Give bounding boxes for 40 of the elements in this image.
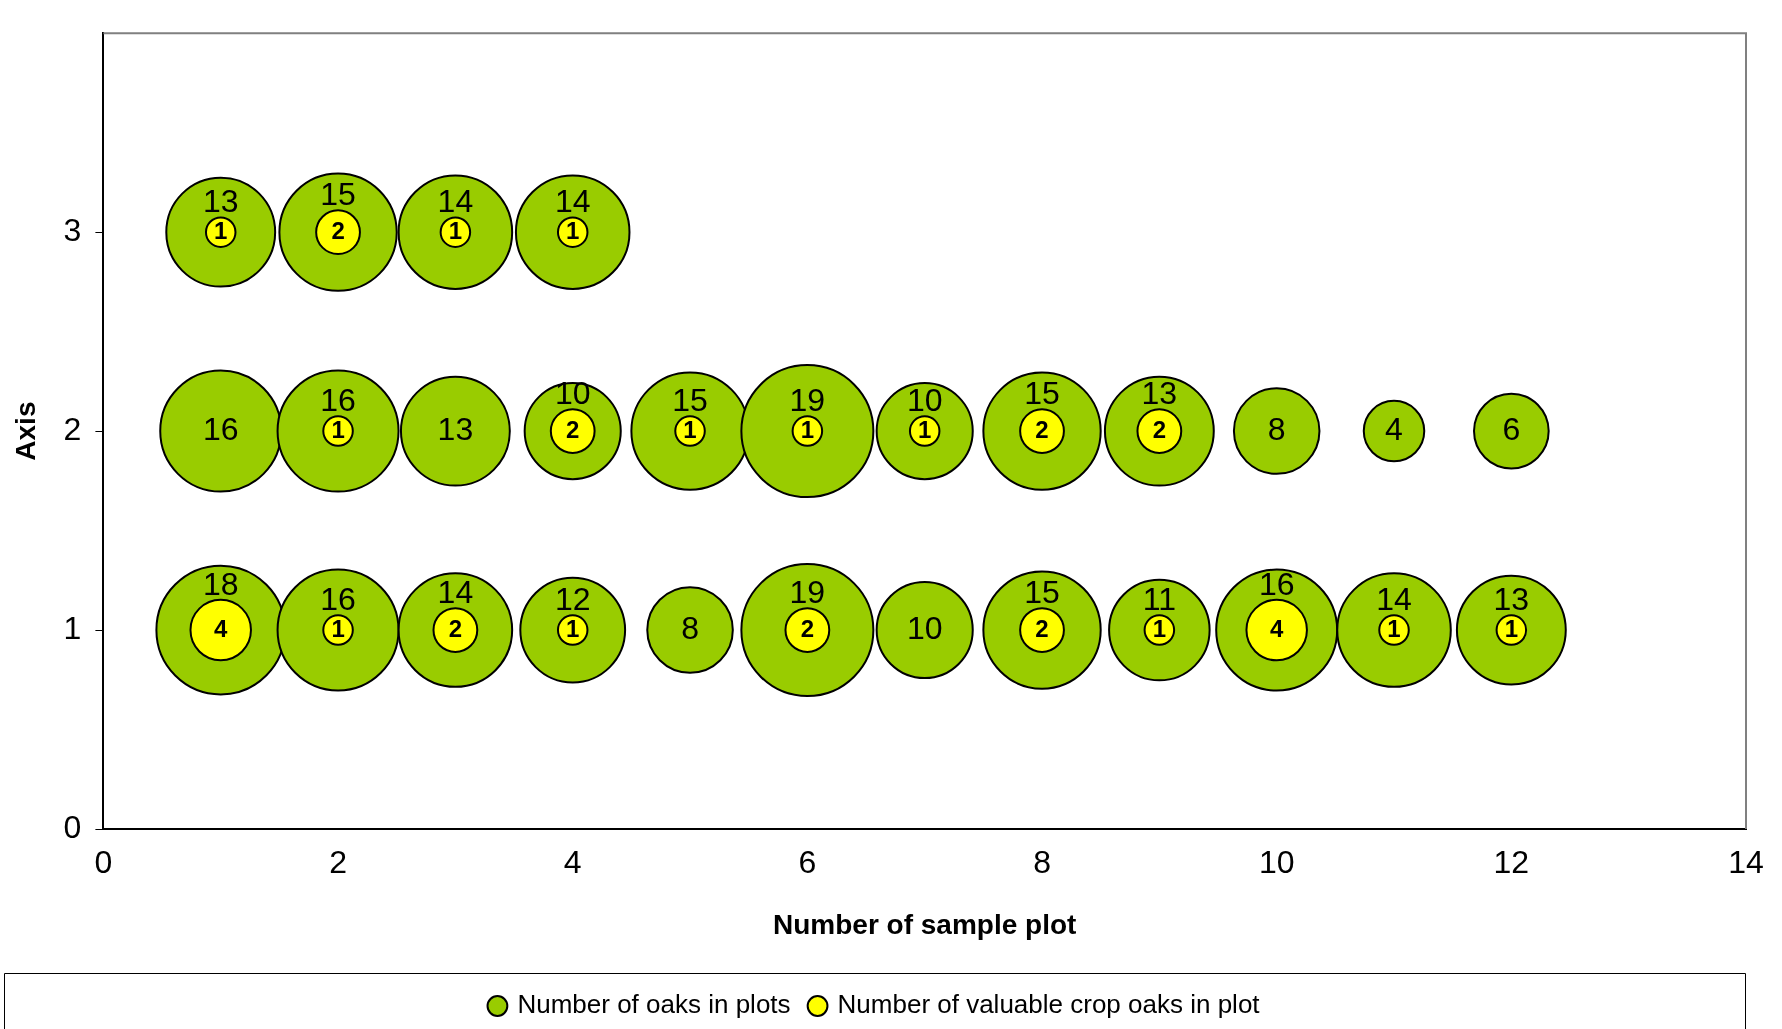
legend-label: Number of valuable crop oaks in plot [837,989,1261,1020]
x-tick-label: 8 [1033,844,1051,881]
annotation: 6 [1502,410,1521,447]
x-tick-label: 10 [1258,844,1295,881]
y-tick-label: 0 [63,808,82,845]
x-tick-label: 0 [94,844,113,881]
annotation: 2 [331,216,345,244]
x-tick-label: 14 [1728,844,1764,881]
y-tick-label: 1 [63,609,82,646]
annotation: 2 [1035,614,1049,642]
annotation: 15 [1024,375,1060,412]
x-tick-label: 12 [1493,844,1530,881]
legend-label: Number of oaks in plots [517,989,791,1020]
annotation: 19 [789,573,826,610]
annotation: 14 [437,573,474,610]
x-tick-label: 4 [563,844,582,881]
annotation: 15 [320,176,356,213]
annotation: 8 [681,609,699,646]
annotation: 2 [1152,415,1167,443]
annotation: 2 [448,614,463,642]
annotation: 2 [566,415,580,443]
annotation: 2 [1035,415,1049,443]
annotation: 13 [437,410,474,447]
annotation: 4 [214,614,229,642]
annotation: 4 [1270,614,1285,642]
annotation: 13 [1141,375,1178,412]
annotation: 16 [1258,565,1295,602]
x-tick-label: 6 [798,844,817,881]
annotation: 8 [1267,410,1286,447]
x-axis-title: Number of sample plot [773,908,1077,940]
y-tick-label: 3 [63,211,82,248]
annotation: 10 [906,609,943,646]
x-tick-label: 2 [329,844,347,881]
annotation: 16 [202,410,239,447]
y-tick-label: 2 [63,410,82,447]
annotation: 15 [1024,573,1060,610]
annotation: 4 [1385,410,1403,447]
annotation: 18 [202,565,239,602]
annotation: 2 [800,614,815,642]
y-axis-title: Axis [9,401,41,461]
